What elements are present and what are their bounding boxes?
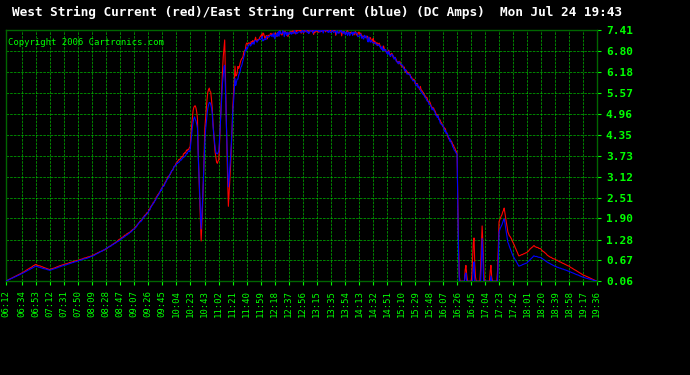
Text: Copyright 2006 Cartronics.com: Copyright 2006 Cartronics.com — [8, 38, 164, 46]
Text: West String Current (red)/East String Current (blue) (DC Amps)  Mon Jul 24 19:43: West String Current (red)/East String Cu… — [12, 6, 622, 19]
